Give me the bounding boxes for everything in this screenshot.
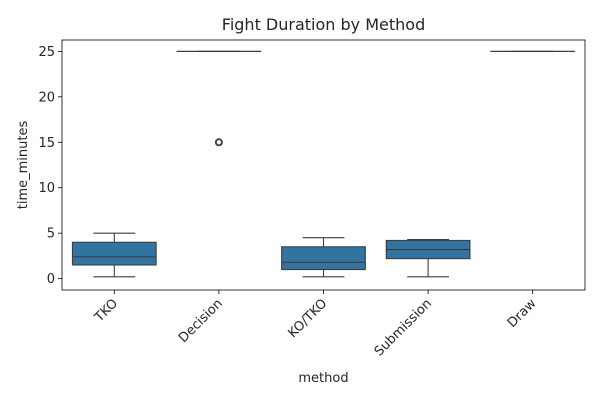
axes: 0 5 10 15 20 25 TKO Decision KO/TKO Submission Dra… <box>38 40 585 359</box>
box-group-4 <box>386 240 470 277</box>
y-tick-label: 25 <box>38 45 55 60</box>
y-tick-label: 15 <box>38 136 55 151</box>
x-tick-label: Submission <box>372 296 435 359</box>
x-tick-label: KO/TKO <box>285 296 330 341</box>
y-tick-label: 0 <box>47 272 55 287</box>
box <box>282 247 366 270</box>
y-tick-label: 5 <box>47 227 55 242</box>
box-group-1 <box>72 233 156 277</box>
chart-title: Fight Duration by Method <box>222 15 425 34</box>
box <box>72 242 156 265</box>
plot-area <box>72 51 574 276</box>
box-group-2 <box>177 51 261 145</box>
x-tick-label: TKO <box>91 296 121 326</box>
box-group-3 <box>282 238 366 277</box>
y-axis-label: time_minutes <box>16 121 31 210</box>
x-axis-label: method <box>298 371 348 386</box>
y-tick-label: 10 <box>38 181 55 196</box>
x-tick-label: Draw <box>505 296 540 331</box>
y-tick-label: 20 <box>38 90 55 105</box>
x-tick-label: Decision <box>176 296 226 346</box>
outlier-point-ring <box>216 140 221 145</box>
